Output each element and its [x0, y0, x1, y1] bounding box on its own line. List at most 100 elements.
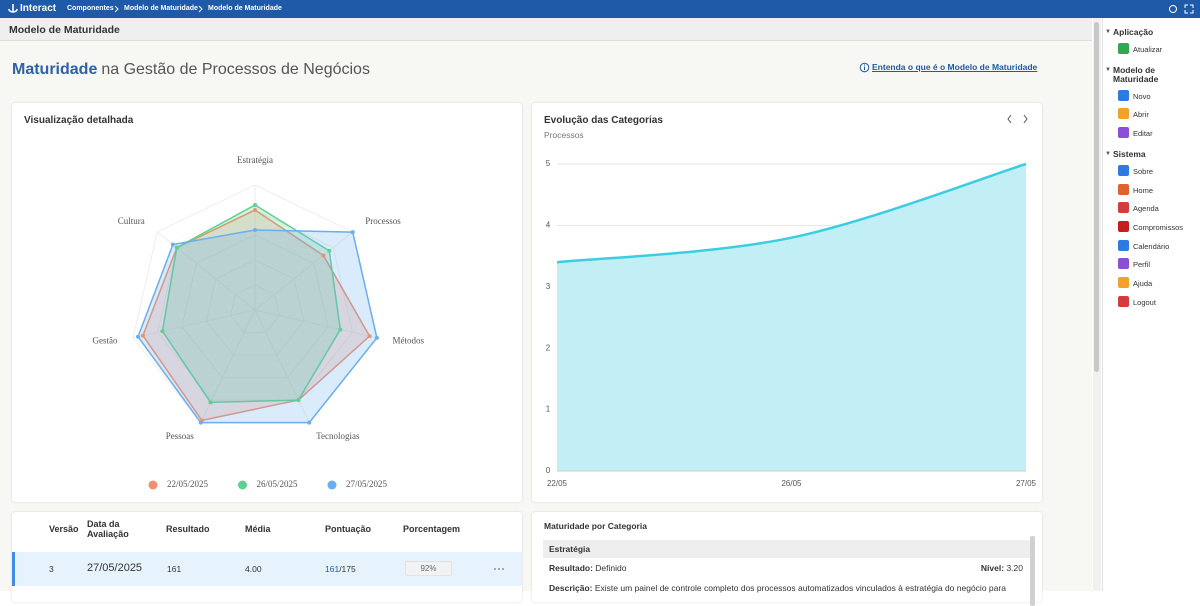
menu-item[interactable]: Logout	[1133, 297, 1156, 307]
page-header-title: Modelo de Maturidade	[9, 24, 120, 36]
top-bar: Interact Componentes Modelo de Maturidad…	[0, 0, 1200, 18]
menu-item[interactable]: Sobre	[1133, 166, 1154, 176]
radar-point	[327, 248, 332, 253]
menu-item[interactable]: Abrir	[1133, 110, 1149, 120]
y-tick-label: 3	[546, 282, 551, 291]
heading: Maturidade na Gestão de Processos de Negó…	[12, 61, 370, 79]
cell: 3	[49, 564, 54, 574]
radar-point	[253, 208, 257, 212]
column-header: Porcentagem	[403, 524, 461, 534]
logo[interactable]: Interact	[20, 3, 57, 14]
scrollbar-thumb[interactable]	[1094, 22, 1099, 372]
axis-label: Métodos	[392, 335, 424, 345]
help-icon	[859, 62, 870, 73]
item-icon	[1118, 43, 1129, 54]
breadcrumb: Modelo de Maturidade	[208, 5, 282, 12]
item-icon	[1118, 295, 1129, 307]
menu-item[interactable]: Ajuda	[1133, 279, 1153, 288]
group-toggle[interactable]: ▼	[1105, 66, 1111, 73]
line	[556, 162, 1027, 264]
legend-marker	[148, 480, 158, 490]
axis-label: Cultura	[118, 216, 145, 226]
item-icon	[1118, 108, 1129, 120]
menu-item[interactable]: Novo	[1133, 91, 1151, 101]
row-menu[interactable]	[492, 565, 506, 573]
grid-ring	[205, 259, 305, 356]
card-title: Visualização detalhada	[24, 115, 134, 126]
cell: 27/05/2025	[87, 562, 143, 574]
column-header: Pontuação	[325, 524, 372, 534]
spoke	[254, 309, 310, 423]
level: Nível: 3.20	[981, 563, 1023, 573]
y-tick-label: 1	[546, 405, 551, 414]
cell: 161/175	[325, 564, 356, 574]
nav-arrows[interactable]	[1006, 114, 1032, 124]
grid-ring	[181, 234, 329, 379]
grid-ring	[230, 284, 280, 334]
description: Descrição: Existe um painel de controle …	[549, 583, 1006, 593]
radar-point	[307, 420, 312, 425]
item-icon	[1118, 239, 1129, 251]
radar-point	[338, 327, 343, 332]
fullscreen-icon[interactable]	[1184, 4, 1194, 14]
radar-point	[296, 398, 301, 403]
table-row[interactable]: 3 27/05/2025 161 4.00 161/175 92%	[12, 552, 522, 586]
item-icon	[1118, 89, 1129, 101]
category-name: Estratégia	[549, 544, 591, 554]
page-header: Modelo de Maturidade	[0, 18, 1092, 41]
column-header: Resultado	[166, 524, 210, 534]
menu-item[interactable]: Perfil	[1133, 260, 1151, 270]
info-icon[interactable]	[1168, 4, 1178, 14]
menu-item[interactable]: Editar	[1133, 129, 1153, 139]
x-tick-label: 26/05	[781, 479, 802, 488]
spoke	[133, 309, 256, 339]
card-title: Evolução das Categorias	[544, 115, 663, 126]
category-header: Estratégia	[543, 540, 1031, 558]
y-tick-label: 5	[546, 159, 551, 168]
legend-label: 27/05/2025	[346, 479, 388, 489]
result: Resultado: Definido	[549, 563, 626, 573]
percent-pill: 92%	[405, 561, 452, 576]
radar-point	[160, 329, 165, 334]
menu-item[interactable]: Compromissos	[1133, 222, 1184, 232]
breadcrumb[interactable]: Componentes	[67, 5, 114, 12]
spoke	[254, 309, 377, 339]
scrollbar[interactable]	[1030, 536, 1035, 606]
score: 161	[325, 564, 340, 574]
radar-card: Visualização detalhada Estratégia Process…	[12, 103, 522, 502]
axis-label: Processos	[365, 216, 401, 226]
level-value: 3.20	[1006, 563, 1023, 573]
radar-point	[374, 335, 379, 340]
menu-item[interactable]: Home	[1133, 185, 1154, 195]
description-label: Descrição:	[549, 583, 593, 593]
help-link[interactable]: Entenda o que é o Modelo de Maturidade	[872, 62, 1038, 72]
group-toggle[interactable]: ▼	[1105, 150, 1111, 157]
menu-item[interactable]: Agenda	[1133, 204, 1159, 214]
menu-item[interactable]: Atualizar	[1133, 45, 1163, 54]
item-icon	[1118, 258, 1129, 270]
y-tick-label: 4	[546, 221, 551, 230]
area-chart: 0 1 2 3 4 5 22/05 26/05 27/05	[546, 159, 1037, 488]
grid-ring	[156, 209, 354, 401]
group-title[interactable]: Sistema	[1113, 148, 1146, 159]
radar-point	[208, 400, 213, 405]
menu-item[interactable]: Calendário	[1133, 241, 1170, 251]
radar-point	[136, 334, 141, 339]
spoke	[254, 231, 354, 311]
group-toggle[interactable]: ▼	[1105, 29, 1111, 35]
chevron	[114, 5, 119, 13]
y-tick-label: 2	[546, 343, 551, 352]
group-title[interactable]: Modelo de Maturidade	[1113, 64, 1159, 84]
heading-rest: na Gestão de Processos de Negócios	[101, 61, 370, 78]
item-icon	[1118, 220, 1129, 232]
group-title[interactable]: Aplicação	[1113, 27, 1154, 37]
item-icon	[1118, 277, 1129, 288]
cell: 4.00	[245, 564, 262, 574]
column-header: Média	[245, 524, 271, 534]
area-fill	[557, 164, 1026, 471]
radar-point	[198, 420, 203, 425]
cell: 161	[167, 564, 182, 574]
breadcrumb[interactable]: Modelo de Maturidade	[124, 5, 198, 12]
radar-point	[140, 333, 145, 338]
